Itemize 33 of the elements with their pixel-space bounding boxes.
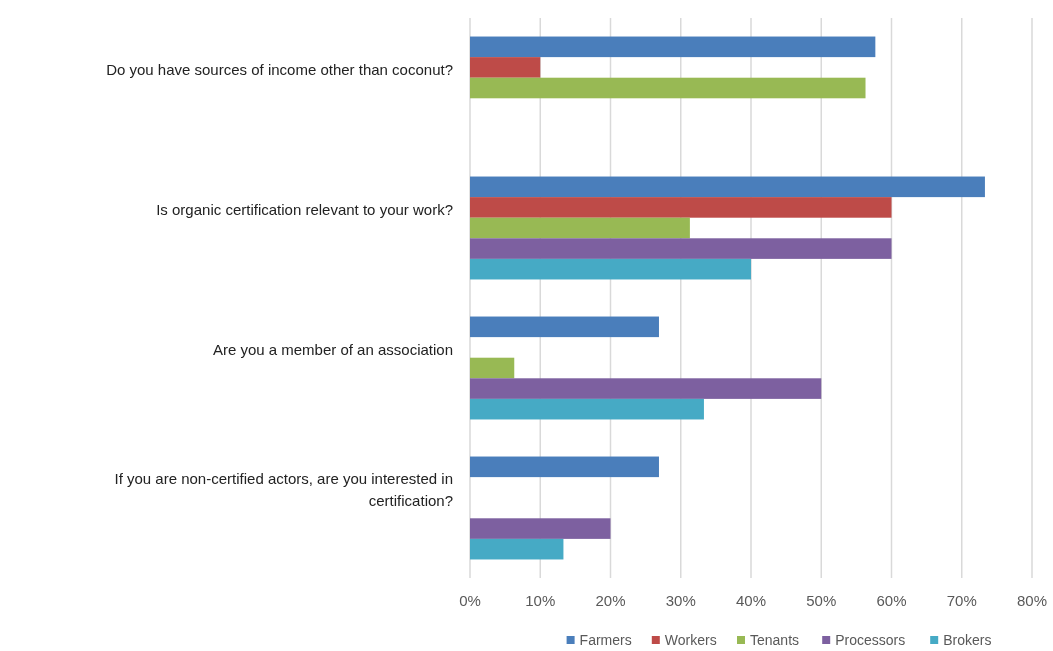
y-tick-label: Are you a member of an association — [212, 341, 453, 358]
bar — [470, 258, 751, 280]
legend-label: Brokers — [943, 632, 992, 648]
bar — [470, 238, 892, 259]
x-tick-label: 10% — [525, 592, 556, 609]
y-tick-label: Is organic certification relevant to your work? — [156, 201, 453, 218]
x-tick-label: 30% — [665, 592, 696, 609]
legend-label: Farmers — [579, 632, 632, 648]
bar — [470, 357, 515, 379]
bar — [470, 378, 822, 399]
x-tick-label: 60% — [876, 592, 907, 609]
bar — [470, 36, 876, 58]
x-tick-label: 0% — [459, 592, 481, 609]
x-tick-label: 20% — [595, 592, 626, 609]
legend-label: Tenants — [750, 632, 800, 648]
x-tick-label: 70% — [946, 592, 977, 609]
bar — [470, 57, 541, 78]
x-tick-label: 50% — [806, 592, 837, 609]
bar — [470, 316, 659, 338]
bar — [470, 518, 611, 539]
legend-label: Workers — [664, 632, 717, 648]
bar — [470, 217, 690, 239]
y-tick-label: If you are non-certified actors, are you interested in certification? — [114, 470, 453, 509]
y-tick-label: Do you have sources of income other than coconut? — [106, 61, 453, 78]
bar — [470, 398, 704, 420]
bar — [470, 538, 564, 560]
legend-label: Processors — [835, 632, 906, 648]
x-tick-label: 40% — [735, 592, 767, 609]
x-tick-label: 80% — [1016, 592, 1048, 609]
bar — [470, 77, 866, 99]
bar — [470, 176, 985, 198]
bar — [470, 456, 659, 478]
bar — [470, 197, 892, 218]
